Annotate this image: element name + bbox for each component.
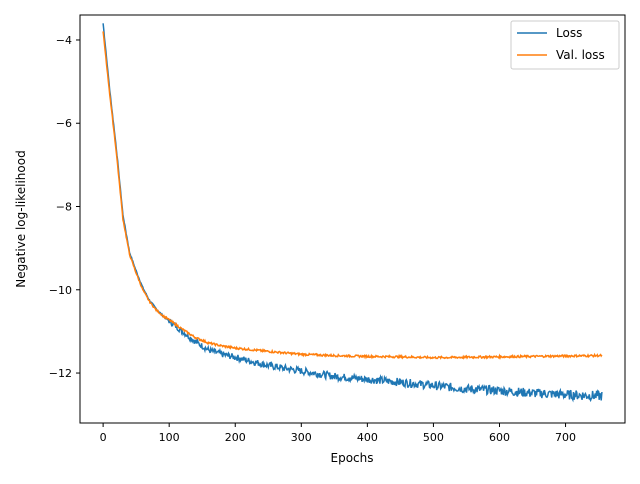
x-tick-label: 100 — [159, 431, 180, 444]
y-axis-ticks: −12 −10 −8 −6 −4 — [49, 34, 80, 380]
series-lines — [102, 23, 603, 403]
plot-frame — [79, 14, 626, 424]
x-axis-label: Epochs — [331, 451, 374, 465]
legend-label-loss: Loss — [556, 26, 582, 40]
y-axis-label: Negative log-likelihood — [14, 150, 28, 287]
legend-label-val-loss: Val. loss — [556, 48, 605, 62]
x-axis-ticks: 0 100 200 300 400 500 600 700 — [100, 423, 576, 444]
series-line-loss — [102, 23, 603, 403]
x-tick-label: 200 — [225, 431, 246, 444]
series-line-val-loss — [102, 31, 603, 361]
y-tick-label: −10 — [49, 284, 72, 297]
x-tick-label: 300 — [291, 431, 312, 444]
x-tick-label: 700 — [555, 431, 576, 444]
x-tick-label: 600 — [489, 431, 510, 444]
y-tick-label: −12 — [49, 367, 72, 380]
y-tick-label: −4 — [56, 34, 72, 47]
x-tick-label: 500 — [423, 431, 444, 444]
x-tick-label: 400 — [357, 431, 378, 444]
y-tick-label: −6 — [56, 117, 72, 130]
x-tick-label: 0 — [100, 431, 107, 444]
y-tick-label: −8 — [56, 201, 72, 214]
legend: Loss Val. loss — [510, 20, 620, 70]
